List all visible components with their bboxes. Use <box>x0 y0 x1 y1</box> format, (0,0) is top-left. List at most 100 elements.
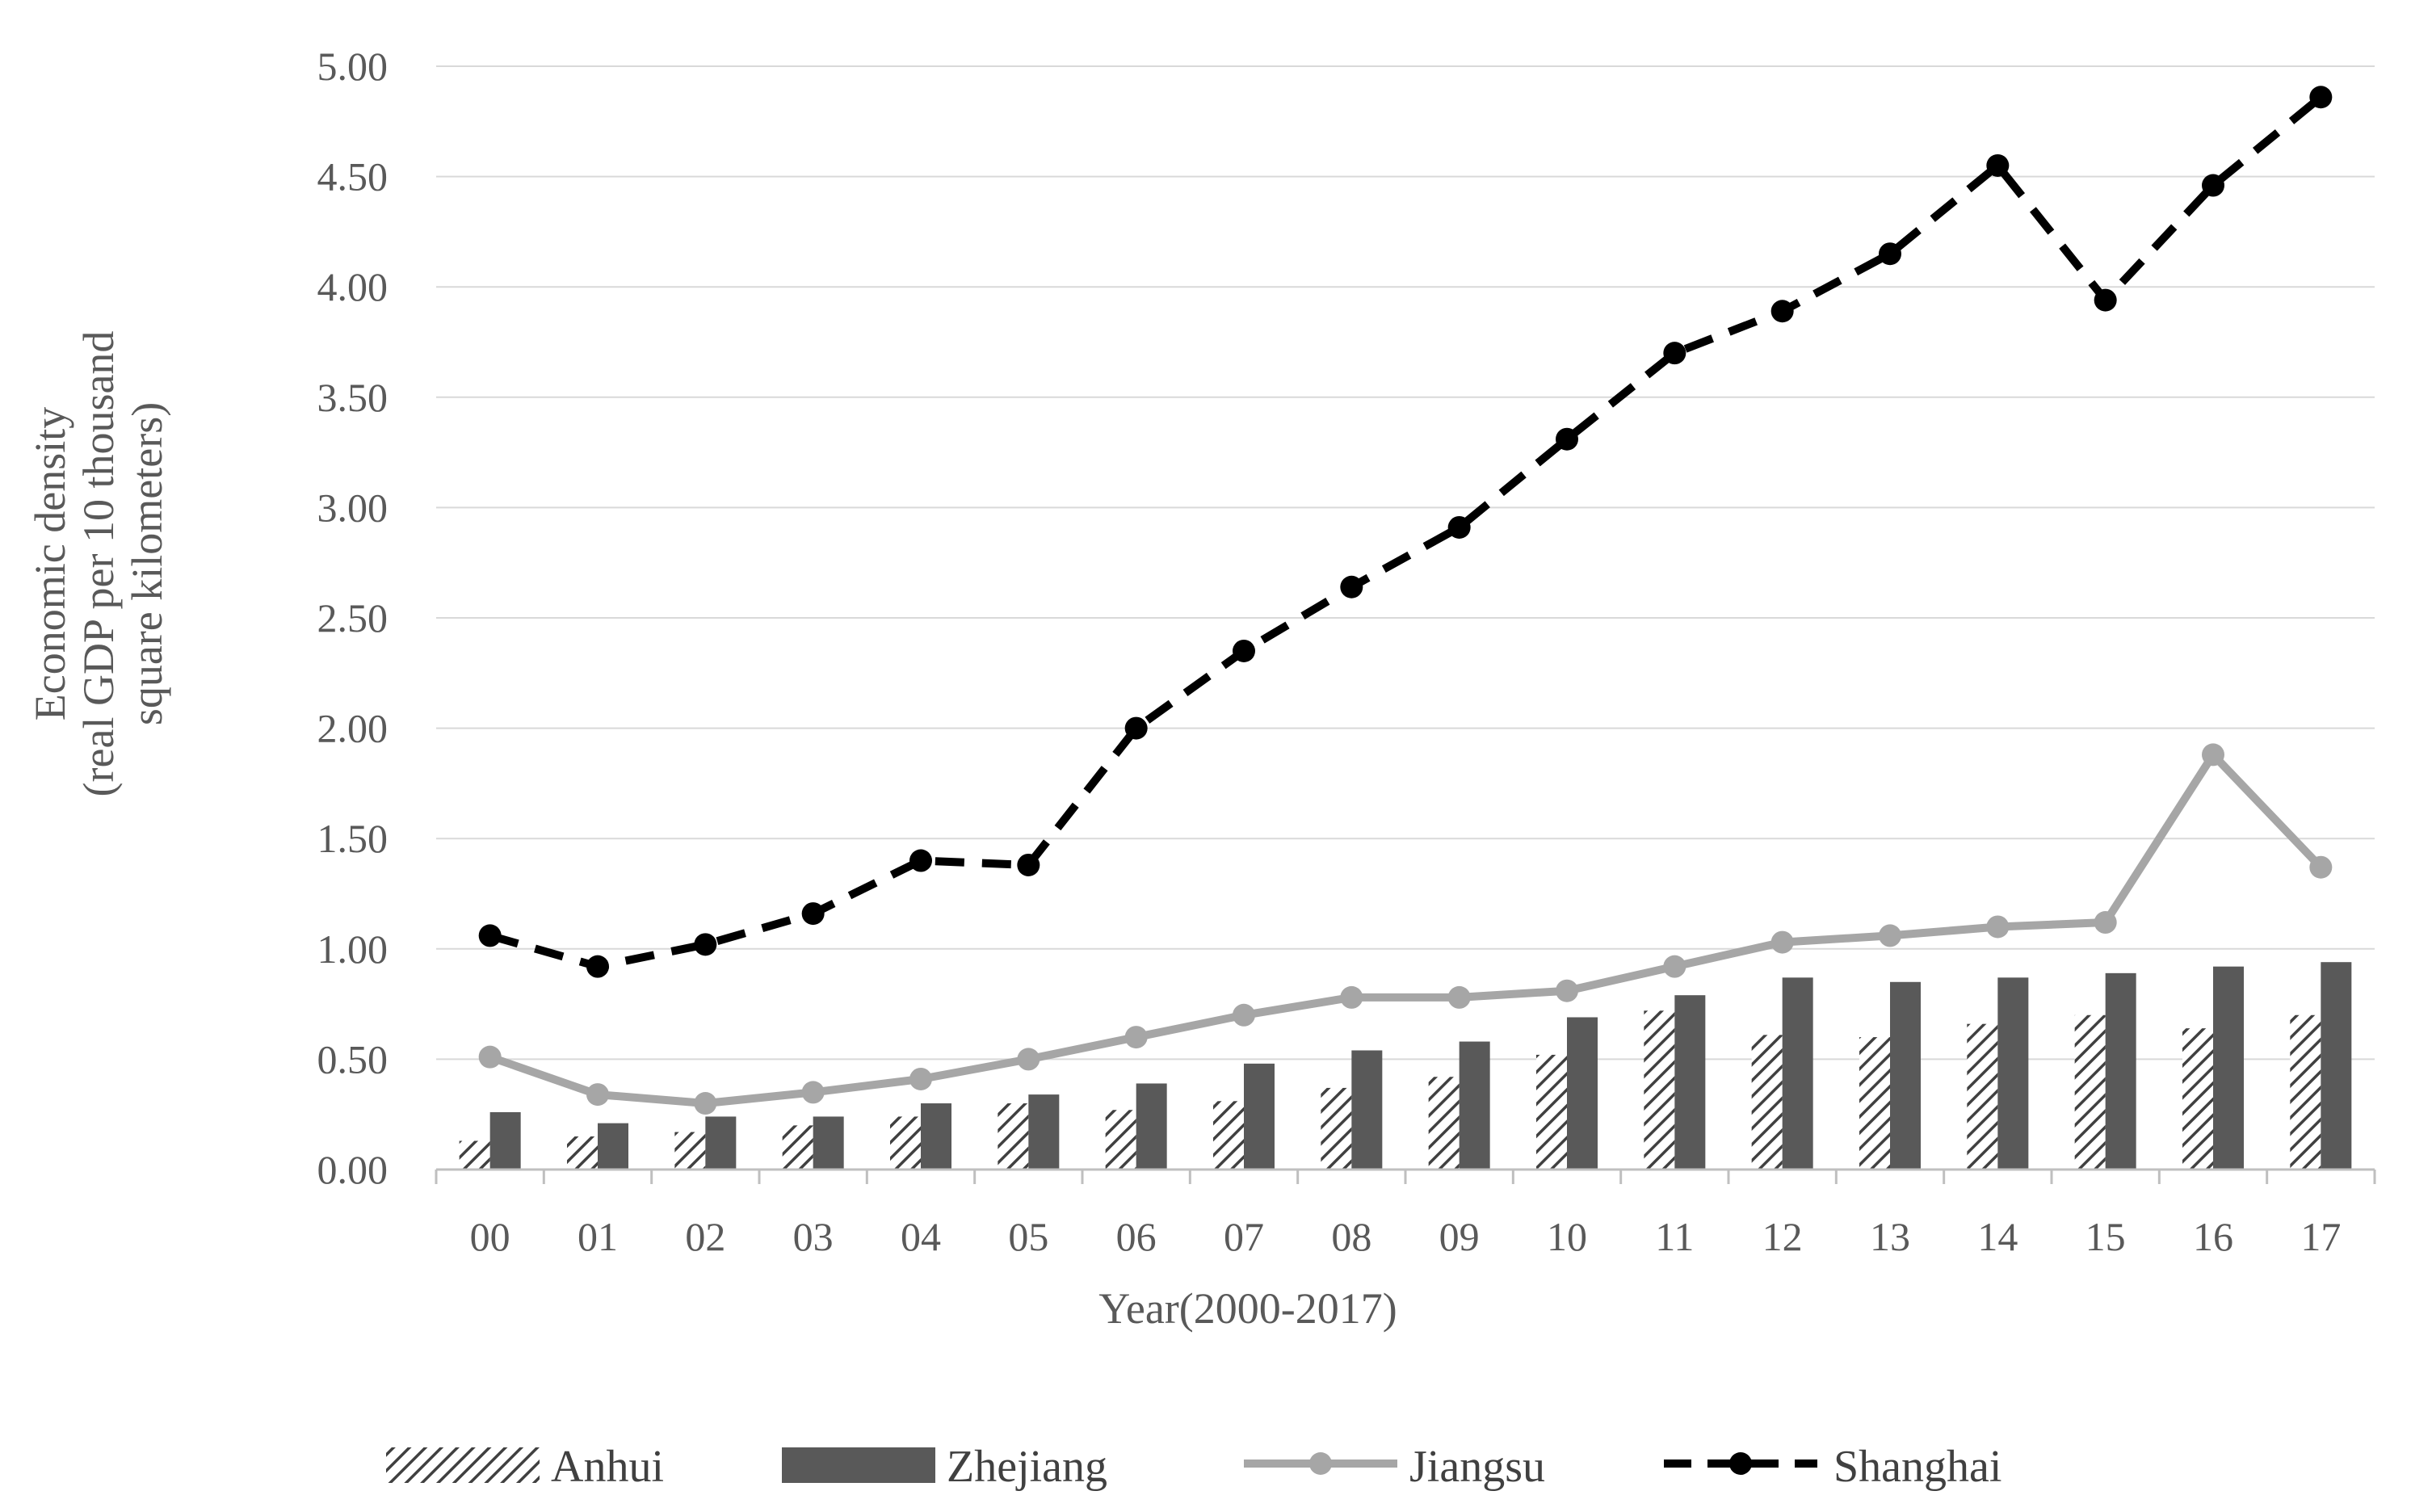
y-tick-labels: 0.00 0.50 1.00 1.50 2.00 2.50 3.00 3.50 4.00 4.50… <box>317 44 389 1192</box>
legend-label-jiangsu: Jiangsu <box>1409 1442 1545 1492</box>
x-tick-label-02: 02 <box>685 1214 725 1259</box>
x-tick-label-15: 15 <box>2085 1214 2126 1259</box>
bar-zhejiang-00 <box>489 1111 521 1170</box>
bar-zhejiang-17 <box>2321 962 2352 1170</box>
point-shanghai-00 <box>478 924 502 947</box>
x-tick-label-13: 13 <box>1870 1214 1910 1259</box>
bar-zhejiang-10 <box>1567 1017 1598 1170</box>
bar-anhui-00 <box>459 1140 490 1170</box>
bar-anhui-01 <box>567 1136 598 1170</box>
legend-label-shanghai: Shanghai <box>1833 1442 2001 1492</box>
bar-anhui-05 <box>998 1103 1029 1170</box>
x-tick-label-16: 16 <box>2193 1214 2233 1259</box>
bar-anhui-11 <box>1644 1010 1675 1170</box>
y-tick-label-4-50: 4.50 <box>317 154 389 200</box>
bar-zhejiang-04 <box>921 1103 951 1170</box>
y-tick-label-1-50: 1.50 <box>317 816 389 861</box>
x-tick-label-01: 01 <box>578 1214 618 1259</box>
legend-item-jiangsu: Jiangsu <box>1244 1442 1545 1492</box>
x-tick-label-17: 17 <box>2300 1214 2341 1259</box>
legend-swatch-anhui <box>386 1447 540 1483</box>
point-jiangsu-02 <box>694 1092 717 1115</box>
legend-item-zhejiang: Zhejiang <box>782 1442 1107 1492</box>
x-tick-labels: 00 01 02 03 04 05 06 07 08 09 10 11 12 13 14 15 16 17 <box>470 1214 2342 1259</box>
point-jiangsu-06 <box>1124 1026 1148 1049</box>
point-jiangsu-03 <box>801 1081 825 1104</box>
bar-zhejiang-02 <box>705 1116 737 1170</box>
point-shanghai-12 <box>1770 300 1794 323</box>
bar-zhejiang-16 <box>2213 966 2244 1170</box>
point-jiangsu-17 <box>2309 855 2333 879</box>
legend-label-anhui: Anhui <box>551 1442 664 1492</box>
point-jiangsu-09 <box>1447 985 1471 1009</box>
legend-item-shanghai: Shanghai <box>1664 1442 2001 1492</box>
y-tick-label-0-50: 0.50 <box>317 1036 389 1082</box>
y-tick-label-3-00: 3.00 <box>317 485 389 530</box>
point-shanghai-14 <box>1986 153 2010 177</box>
point-shanghai-08 <box>1340 575 1363 598</box>
axes <box>435 1168 2376 1184</box>
x-tick-label-06: 06 <box>1116 1214 1157 1259</box>
point-jiangsu-11 <box>1663 955 1686 978</box>
y-tick-label-4-00: 4.00 <box>317 264 389 309</box>
x-tick-label-08: 08 <box>1331 1214 1371 1259</box>
bar-zhejiang-06 <box>1136 1083 1167 1170</box>
bar-zhejiang-12 <box>1782 977 1813 1170</box>
bar-zhejiang-05 <box>1028 1094 1060 1170</box>
legend-marker-jiangsu <box>1309 1452 1332 1475</box>
y-tick-label-1-00: 1.00 <box>317 926 389 972</box>
y-axis-title-line-3: square kilometers) <box>123 402 171 725</box>
bar-anhui-08 <box>1321 1087 1352 1170</box>
point-jiangsu-00 <box>478 1045 502 1069</box>
point-shanghai-11 <box>1663 342 1686 365</box>
bars <box>459 962 2352 1170</box>
y-axis-title-line-1: Economic density <box>26 407 74 720</box>
x-tick-label-14: 14 <box>1977 1214 2018 1259</box>
point-jiangsu-12 <box>1770 930 1794 954</box>
legend-label-zhejiang: Zhejiang <box>947 1442 1107 1492</box>
point-shanghai-03 <box>801 902 825 926</box>
bar-anhui-04 <box>890 1116 921 1170</box>
bar-anhui-17 <box>2290 1014 2321 1170</box>
point-shanghai-06 <box>1124 716 1148 740</box>
bar-anhui-10 <box>1536 1054 1567 1170</box>
point-jiangsu-10 <box>1556 979 1578 1002</box>
bar-anhui-15 <box>2074 1014 2106 1170</box>
point-shanghai-13 <box>1879 242 1901 266</box>
y-tick-label-3-50: 3.50 <box>317 375 389 420</box>
bar-anhui-12 <box>1751 1035 1783 1170</box>
x-tick-label-07: 07 <box>1224 1214 1264 1259</box>
bar-zhejiang-08 <box>1351 1050 1383 1170</box>
x-tick-label-05: 05 <box>1008 1214 1048 1259</box>
y-tick-label-0-00: 0.00 <box>317 1147 389 1192</box>
y-tick-label-2-00: 2.00 <box>317 706 389 751</box>
bar-zhejiang-11 <box>1674 995 1706 1170</box>
y-axis-title-line-2: (real GDP per 10 thousand <box>74 331 123 797</box>
legend: Anhui Zhejiang Jiangsu Shanghai <box>386 1442 2001 1492</box>
x-tick-label-10: 10 <box>1547 1214 1587 1259</box>
point-jiangsu-13 <box>1879 924 1901 947</box>
point-jiangsu-15 <box>2094 911 2117 934</box>
point-shanghai-07 <box>1233 639 1255 662</box>
bar-anhui-14 <box>1967 1023 1998 1170</box>
x-tick-label-03: 03 <box>793 1214 834 1259</box>
series-lines <box>478 86 2333 1115</box>
bar-zhejiang-15 <box>2105 972 2136 1170</box>
legend-item-anhui: Anhui <box>386 1442 664 1492</box>
x-tick-label-00: 00 <box>470 1214 510 1259</box>
bar-anhui-06 <box>1105 1110 1136 1170</box>
x-tick-label-09: 09 <box>1439 1214 1480 1259</box>
bar-anhui-13 <box>1859 1037 1890 1170</box>
gridlines <box>436 65 2375 1060</box>
point-jiangsu-04 <box>909 1067 932 1090</box>
y-tick-label-5-00: 5.00 <box>317 44 389 89</box>
point-jiangsu-14 <box>1986 915 2010 939</box>
point-shanghai-10 <box>1556 427 1578 451</box>
point-shanghai-17 <box>2309 86 2333 109</box>
x-tick-label-11: 11 <box>1655 1214 1694 1259</box>
line-shanghai <box>489 94 2324 971</box>
point-shanghai-04 <box>909 849 932 872</box>
y-axis-title: Economic density (real GDP per 10 thousa… <box>26 331 171 797</box>
x-tick-label-04: 04 <box>901 1214 941 1259</box>
legend-marker-shanghai <box>1729 1452 1752 1475</box>
